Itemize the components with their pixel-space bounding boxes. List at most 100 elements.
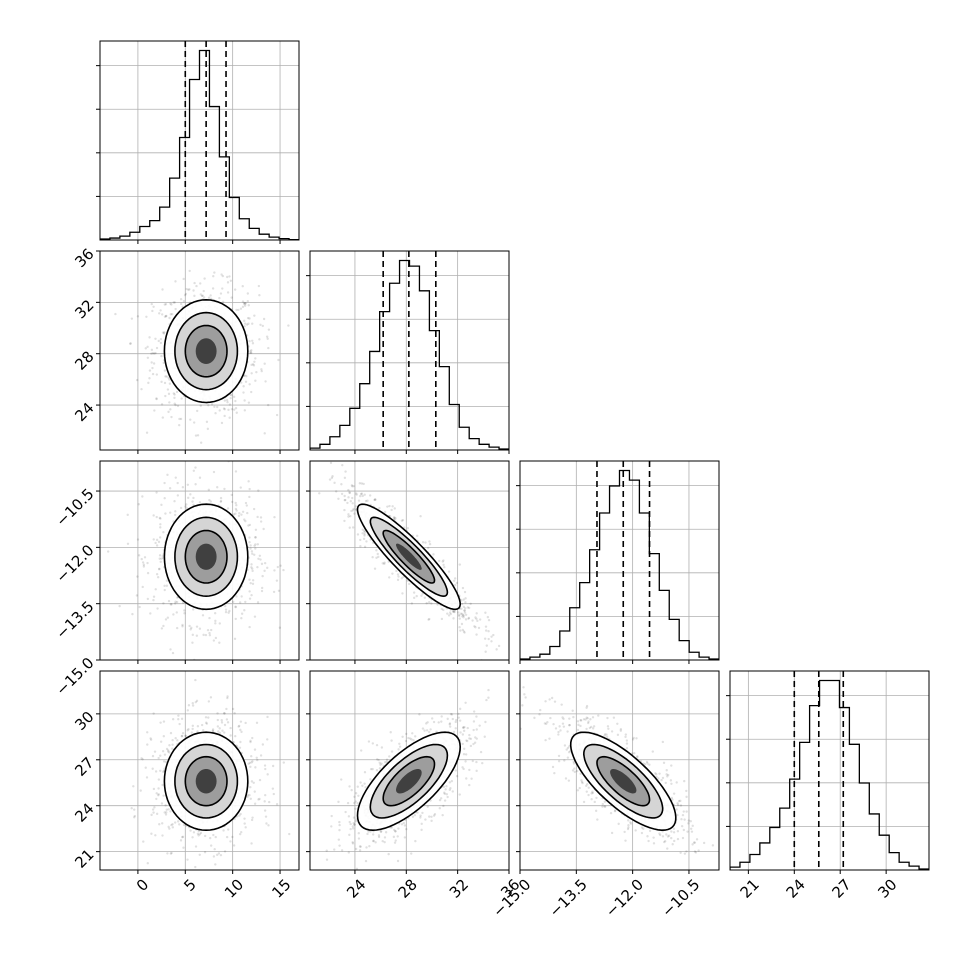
scatter-point [258, 554, 262, 558]
scatter-point [240, 381, 243, 384]
scatter-point [249, 351, 253, 354]
scatter-point [185, 287, 188, 291]
scatter-point [258, 778, 262, 782]
scatter-point [137, 503, 140, 506]
scatter-point [348, 526, 351, 529]
scatter-point [636, 755, 639, 758]
x-tick-label: 24 [343, 876, 369, 902]
scatter-point [355, 493, 358, 496]
scatter-point [223, 712, 226, 715]
scatter-point [435, 730, 438, 733]
scatter-point [178, 417, 181, 421]
scatter-point [254, 379, 257, 382]
scatter-point [340, 778, 343, 781]
scatter-point [440, 607, 443, 611]
panel-frame [519, 460, 720, 661]
scatter-point [238, 814, 241, 817]
scatter-point [468, 737, 471, 740]
scatter-point [739, 855, 741, 857]
scatter-point [194, 845, 198, 848]
scatter-point [209, 844, 213, 847]
scatter-point [238, 832, 242, 836]
scatter-point [181, 625, 184, 628]
panel-content [310, 251, 509, 450]
scatter-point [213, 271, 216, 274]
scatter-point [445, 793, 449, 796]
scatter-point [462, 726, 465, 730]
scatter-point [462, 616, 465, 619]
scatter-point [398, 745, 402, 748]
scatter-point [141, 585, 144, 589]
scatter-point [240, 595, 243, 598]
scatter-point [452, 609, 455, 613]
scatter-point [466, 739, 469, 743]
scatter-point [142, 840, 145, 843]
scatter-point [223, 408, 226, 411]
scatter-point [159, 721, 162, 724]
scatter-point [218, 641, 221, 644]
scatter-point [160, 313, 164, 316]
scatter-point [337, 800, 340, 804]
scatter-point [425, 729, 429, 732]
scatter-point [212, 855, 216, 858]
scatter-point [211, 287, 215, 290]
scatter-point [166, 388, 170, 391]
scatter-point [444, 788, 447, 791]
scatter-point [378, 506, 381, 510]
scatter-point [344, 810, 347, 814]
scatter-point [188, 624, 191, 628]
scatter-point [131, 612, 134, 616]
scatter-point [266, 738, 269, 741]
scatter-point [478, 618, 482, 621]
scatter-point [346, 801, 350, 805]
scatter-point [354, 807, 357, 810]
scatter-point [448, 781, 452, 784]
scatter-point [391, 572, 394, 575]
scatter-point [240, 730, 243, 734]
scatter-point [446, 717, 449, 721]
scatter-point [174, 737, 177, 740]
scatter-point [182, 846, 185, 849]
scatter-point [170, 303, 173, 306]
scatter-point [266, 337, 269, 340]
scatter-point [359, 845, 362, 848]
scatter-point [149, 612, 152, 615]
scatter-point [407, 736, 410, 740]
scatter-point [165, 808, 168, 811]
scatter-point [441, 560, 444, 563]
scatter-point [195, 634, 199, 637]
scatter-point [198, 501, 202, 504]
scatter-point [347, 815, 351, 818]
scatter-point [428, 540, 431, 543]
scatter-point [211, 730, 215, 733]
scatter-point [160, 503, 163, 507]
scatter-point [160, 627, 164, 630]
scatter-point [169, 648, 172, 651]
scatter-point [230, 296, 233, 299]
scatter-point [264, 380, 267, 383]
scatter-point [665, 773, 668, 776]
scatter-point [383, 561, 386, 564]
scatter-point [561, 722, 565, 725]
scatter-point [192, 421, 196, 424]
panel-3-2 [516, 670, 741, 874]
contour-level-3 [195, 338, 217, 364]
scatter-point [368, 494, 372, 497]
scatter-point [462, 753, 466, 756]
scatter-point [160, 802, 164, 805]
scatter-point [616, 722, 619, 725]
scatter-point [252, 364, 256, 367]
scatter-point [240, 513, 243, 516]
scatter-point [248, 536, 251, 539]
scatter-point [213, 405, 216, 408]
scatter-point [465, 777, 468, 780]
scatter-point [462, 726, 465, 729]
scatter-point [341, 463, 344, 467]
scatter-point [251, 342, 255, 345]
scatter-point [155, 538, 159, 542]
scatter-point [374, 841, 377, 844]
scatter-point [218, 409, 221, 412]
scatter-point [261, 324, 265, 328]
y-tick-label: −12.0 [52, 541, 97, 586]
scatter-point [282, 568, 285, 572]
